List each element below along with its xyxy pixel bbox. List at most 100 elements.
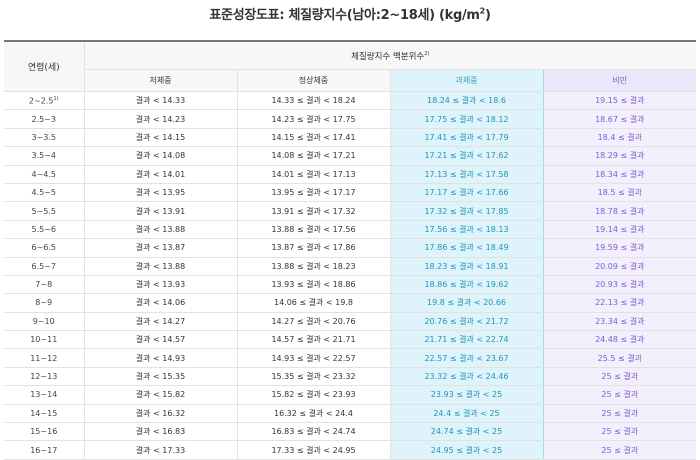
overweight-cell: 23.93 ≤ 결과 < 25 xyxy=(389,385,544,405)
obese-cell: 18.67 ≤ 결과 xyxy=(543,109,697,129)
page-title-text: 표준성장도표: 체질량지수(남아:2~18세) (kg/m xyxy=(209,8,480,23)
normal-cell: 13.87 ≤ 결과 < 17.86 xyxy=(237,238,391,258)
age-cell: 8~9 xyxy=(4,293,85,313)
overweight-cell: 21.71 ≤ 결과 < 22.74 xyxy=(389,330,544,350)
obese-cell: 25 ≤ 결과 xyxy=(543,440,697,460)
normal-cell: 15.35 ≤ 결과 < 23.32 xyxy=(237,367,391,387)
underweight-cell: 결과 < 13.95 xyxy=(84,183,238,203)
age-cell: 4~4.5 xyxy=(4,165,85,184)
overweight-cell: 24.95 ≤ 결과 < 25 xyxy=(389,440,544,460)
overweight-cell: 18.23 ≤ 결과 < 18.91 xyxy=(389,257,544,276)
obese-cell: 18.29 ≤ 결과 xyxy=(543,146,697,166)
obese-cell: 25.5 ≤ 결과 xyxy=(543,348,697,368)
table-row: 10~11 결과 < 14.57 14.57 ≤ 결과 < 21.71 21.71 ≤… xyxy=(4,330,697,350)
normal-cell: 14.93 ≤ 결과 < 22.57 xyxy=(237,348,391,368)
age-cell: 10~11 xyxy=(4,330,85,350)
age-cell-label: 4~4.5 xyxy=(31,169,56,179)
obese-cell: 18.4 ≤ 결과 xyxy=(543,128,697,148)
obese-column-header: 비만 xyxy=(543,69,697,92)
underweight-cell: 결과 < 16.32 xyxy=(84,404,238,424)
normal-column-header: 정상체중 xyxy=(237,69,391,92)
underweight-cell: 결과 < 15.82 xyxy=(84,385,238,405)
table-row: 14~15 결과 < 16.32 16.32 ≤ 결과 < 24.4 24.4 ≤ 결… xyxy=(4,404,697,424)
table-row: 7~8 결과 < 13.93 13.93 ≤ 결과 < 18.86 18.86 ≤ 결… xyxy=(4,275,697,295)
group-header-sup: 2) xyxy=(424,50,430,57)
table-row: 8~9 결과 < 14.06 14.06 ≤ 결과 < 19.8 19.8 ≤ 결과 … xyxy=(4,293,697,313)
obese-cell: 25 ≤ 결과 xyxy=(543,422,697,442)
underweight-cell: 결과 < 14.01 xyxy=(84,165,238,184)
age-cell: 13~14 xyxy=(4,385,85,405)
age-cell-label: 16~17 xyxy=(30,445,58,455)
overweight-cell: 24.74 ≤ 결과 < 25 xyxy=(389,422,544,442)
underweight-cell: 결과 < 14.08 xyxy=(84,146,238,166)
underweight-cell: 결과 < 14.57 xyxy=(84,330,238,350)
normal-cell: 14.01 ≤ 결과 < 17.13 xyxy=(237,165,391,184)
age-cell-label: 6.5~7 xyxy=(31,261,56,271)
overweight-cell: 17.21 ≤ 결과 < 17.62 xyxy=(389,146,544,166)
obese-cell: 18.34 ≤ 결과 xyxy=(543,165,697,184)
age-cell: 2.5~3 xyxy=(4,109,85,129)
underweight-cell: 결과 < 13.91 xyxy=(84,201,238,221)
overweight-cell: 18.86 ≤ 결과 < 19.62 xyxy=(389,275,544,295)
age-cell: 6.5~7 xyxy=(4,257,85,276)
obese-cell: 19.15 ≤ 결과 xyxy=(543,91,697,111)
overweight-cell: 18.24 ≤ 결과 < 18.6 xyxy=(389,91,544,111)
underweight-column-header: 저체중 xyxy=(84,69,238,92)
table-row: 2~2.51) 결과 < 14.33 14.33 ≤ 결과 < 18.24 18.24… xyxy=(4,91,697,111)
table-row: 6~6.5 결과 < 13.87 13.87 ≤ 결과 < 17.86 17.86 ≤… xyxy=(4,238,697,258)
normal-cell: 13.91 ≤ 결과 < 17.32 xyxy=(237,201,391,221)
bmi-table-container: 연령(세) 체질량지수 백분위수2) 저체중 정상체중 과체중 비만 2~2.5… xyxy=(4,40,697,460)
age-cell-label: 8~9 xyxy=(35,298,53,308)
normal-cell: 14.08 ≤ 결과 < 17.21 xyxy=(237,146,391,166)
table-row: 13~14 결과 < 15.82 15.82 ≤ 결과 < 23.93 23.93 ≤… xyxy=(4,385,697,405)
age-cell: 2~2.51) xyxy=(4,91,85,111)
table-row: 4~4.5 결과 < 14.01 14.01 ≤ 결과 < 17.13 17.13 ≤… xyxy=(4,165,697,184)
underweight-cell: 결과 < 15.35 xyxy=(84,367,238,387)
age-cell-label: 3.5~4 xyxy=(31,151,56,161)
obese-cell: 22.13 ≤ 결과 xyxy=(543,293,697,313)
overweight-column-header: 과체중 xyxy=(389,69,544,92)
table-row: 4.5~5 결과 < 13.95 13.95 ≤ 결과 < 17.17 17.17 ≤… xyxy=(4,183,697,203)
age-cell: 14~15 xyxy=(4,404,85,424)
obese-cell: 23.34 ≤ 결과 xyxy=(543,312,697,332)
age-cell: 3.5~4 xyxy=(4,146,85,166)
normal-cell: 14.23 ≤ 결과 < 17.75 xyxy=(237,109,391,129)
group-header-label: 체질량지수 백분위수 xyxy=(351,51,425,62)
normal-cell: 13.93 ≤ 결과 < 18.86 xyxy=(237,275,391,295)
overweight-cell: 17.17 ≤ 결과 < 17.66 xyxy=(389,183,544,203)
age-cell-label: 15~16 xyxy=(30,427,58,437)
underweight-cell: 결과 < 13.87 xyxy=(84,238,238,258)
underweight-cell: 결과 < 13.88 xyxy=(84,220,238,240)
table-row: 3.5~4 결과 < 14.08 14.08 ≤ 결과 < 17.21 17.21 ≤… xyxy=(4,146,697,166)
underweight-cell: 결과 < 13.93 xyxy=(84,275,238,295)
page-title-end: ) xyxy=(484,8,491,23)
normal-cell: 15.82 ≤ 결과 < 23.93 xyxy=(237,385,391,405)
table-row: 11~12 결과 < 14.93 14.93 ≤ 결과 < 22.57 22.57 ≤… xyxy=(4,348,697,368)
overweight-cell: 17.41 ≤ 결과 < 17.79 xyxy=(389,128,544,148)
age-cell-label: 13~14 xyxy=(30,390,58,400)
age-cell: 9~10 xyxy=(4,312,85,332)
age-cell-label: 3~3.5 xyxy=(31,132,56,142)
underweight-cell: 결과 < 14.27 xyxy=(84,312,238,332)
overweight-cell: 17.13 ≤ 결과 < 17.58 xyxy=(389,165,544,184)
age-cell-label: 5.5~6 xyxy=(31,224,56,234)
bmi-percentile-table: 연령(세) 체질량지수 백분위수2) 저체중 정상체중 과체중 비만 2~2.5… xyxy=(4,40,697,460)
age-cell: 3~3.5 xyxy=(4,128,85,148)
overweight-cell: 17.75 ≤ 결과 < 18.12 xyxy=(389,109,544,129)
age-cell-sup: 1) xyxy=(53,95,59,102)
age-cell: 16~17 xyxy=(4,440,85,460)
normal-cell: 13.88 ≤ 결과 < 17.56 xyxy=(237,220,391,240)
overweight-cell: 24.4 ≤ 결과 < 25 xyxy=(389,404,544,424)
overweight-cell: 17.32 ≤ 결과 < 17.85 xyxy=(389,201,544,221)
obese-cell: 20.09 ≤ 결과 xyxy=(543,257,697,276)
age-cell-label: 12~13 xyxy=(30,372,58,382)
obese-cell: 20.93 ≤ 결과 xyxy=(543,275,697,295)
normal-cell: 13.95 ≤ 결과 < 17.17 xyxy=(237,183,391,203)
normal-cell: 14.33 ≤ 결과 < 18.24 xyxy=(237,91,391,111)
normal-cell: 14.15 ≤ 결과 < 17.41 xyxy=(237,128,391,148)
overweight-cell: 19.8 ≤ 결과 < 20.66 xyxy=(389,293,544,313)
age-cell: 12~13 xyxy=(4,367,85,387)
age-cell-label: 2.5~3 xyxy=(31,114,56,124)
obese-cell: 19.59 ≤ 결과 xyxy=(543,238,697,258)
age-cell-label: 2~2.5 xyxy=(28,96,54,106)
